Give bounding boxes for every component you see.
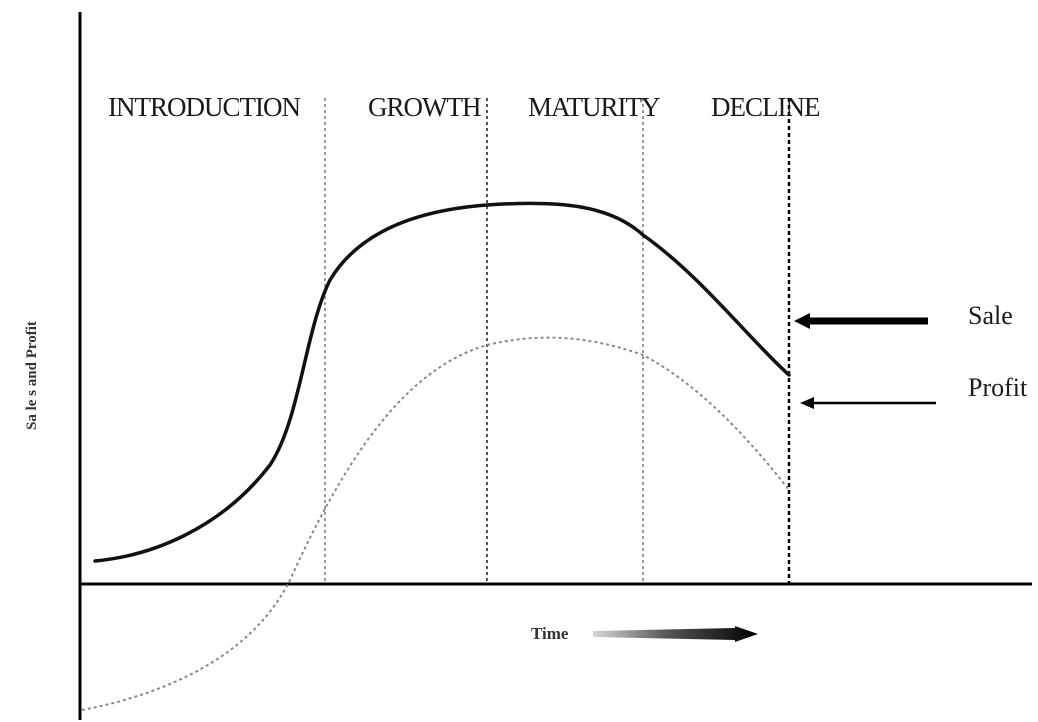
x-axis-label-time: Time	[531, 624, 569, 643]
y-axis-label: Sa le s and Profit	[24, 321, 40, 430]
stage-label-introduction: INTRODUCTION	[108, 92, 300, 122]
stage-label-maturity: MATURITY	[528, 92, 660, 122]
profit-legend-arrow	[800, 397, 936, 409]
sales-curve	[93, 201, 791, 563]
legend-label-profit: Profit	[968, 373, 1028, 402]
stage-label-growth: GROWTH	[368, 92, 481, 122]
time-arrow	[593, 626, 758, 642]
profit-curve	[81, 336, 790, 711]
stage-label-decline: DECLINE	[711, 92, 820, 122]
sale-legend-arrow	[794, 313, 928, 329]
legend-label-sale: Sale	[968, 301, 1013, 330]
